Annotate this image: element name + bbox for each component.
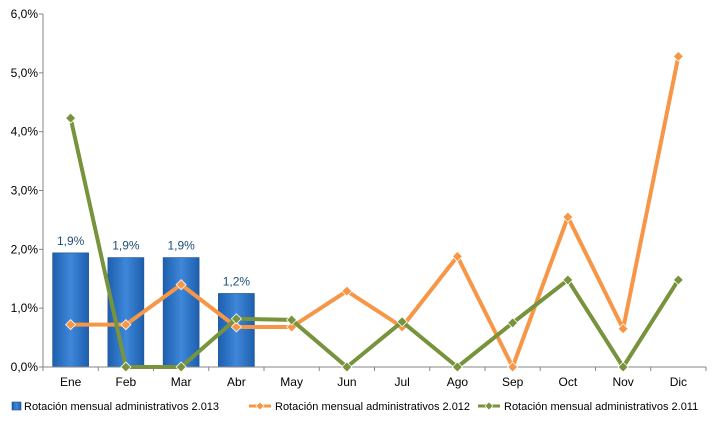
y-tick-label: 1,0% [11, 301, 39, 315]
data-label: 1,9% [57, 234, 85, 248]
data-point [617, 323, 629, 335]
data-point [120, 319, 132, 331]
data-label: 1,2% [223, 274, 251, 288]
y-tick-label: 5,0% [11, 66, 39, 80]
data-point [230, 321, 242, 333]
x-tick-label: Jun [337, 375, 356, 389]
data-point [341, 285, 353, 297]
data-point [451, 250, 463, 262]
bar-series-2013 [52, 252, 255, 368]
legend: Rotación mensual administrativos 2.013 Ro… [11, 401, 698, 413]
y-tick-label: 4,0% [11, 125, 39, 139]
data-point [396, 316, 408, 328]
legend-marker [255, 401, 265, 411]
x-tick-label: Mar [171, 375, 192, 389]
legend-label: Rotación mensual administrativos 2.011 [504, 401, 698, 413]
legend-label: Rotación mensual administrativos 2.012 [275, 401, 470, 413]
y-tick-label: 2,0% [11, 242, 39, 256]
data-point [672, 50, 684, 62]
line-series [65, 50, 684, 373]
y-tick-label: 3,0% [11, 184, 39, 198]
x-tick-label: Abr [227, 375, 246, 389]
data-point [286, 314, 298, 326]
data-point [175, 361, 187, 373]
data-label: 1,9% [167, 239, 195, 253]
data-point [562, 274, 574, 286]
data-point [65, 319, 77, 331]
x-tick-label: Ago [447, 375, 469, 389]
data-point [120, 361, 132, 373]
legend-label: Rotación mensual administrativos 2.013 [24, 401, 219, 413]
legend-swatch [11, 401, 22, 411]
data-point [507, 361, 519, 373]
x-tick-label: Sep [502, 375, 524, 389]
x-tick-label: May [280, 375, 303, 389]
bar [52, 252, 89, 368]
x-tick-label: Ene [60, 375, 82, 389]
bar [162, 257, 200, 368]
data-point [230, 313, 242, 325]
legend-marker [484, 401, 494, 411]
x-tick-label: Feb [116, 375, 137, 389]
data-point [175, 279, 187, 291]
data-labels: 1,9% 1,9% 1,9% 1,2% [57, 234, 250, 289]
data-point [507, 317, 519, 329]
y-tick-label: 0,0% [11, 360, 39, 374]
data-point [451, 361, 463, 373]
x-tick-label: Dic [670, 375, 687, 389]
data-point [672, 274, 684, 286]
axes: 0,0% 1,0% 2,0% 3,0% 4,0% 5,0% 6,0% Ene Feb Mar Abr… [11, 7, 707, 389]
series-line [68, 117, 681, 369]
data-label: 1,9% [112, 239, 140, 253]
y-tick-label: 6,0% [11, 7, 39, 21]
series-line [70, 55, 681, 369]
data-point [65, 112, 77, 124]
x-tick-label: Nov [612, 375, 633, 389]
x-tick-label: Oct [559, 375, 578, 389]
data-point [562, 211, 574, 223]
x-tick-label: Jul [394, 375, 409, 389]
data-point [341, 361, 353, 373]
data-point [617, 361, 629, 373]
